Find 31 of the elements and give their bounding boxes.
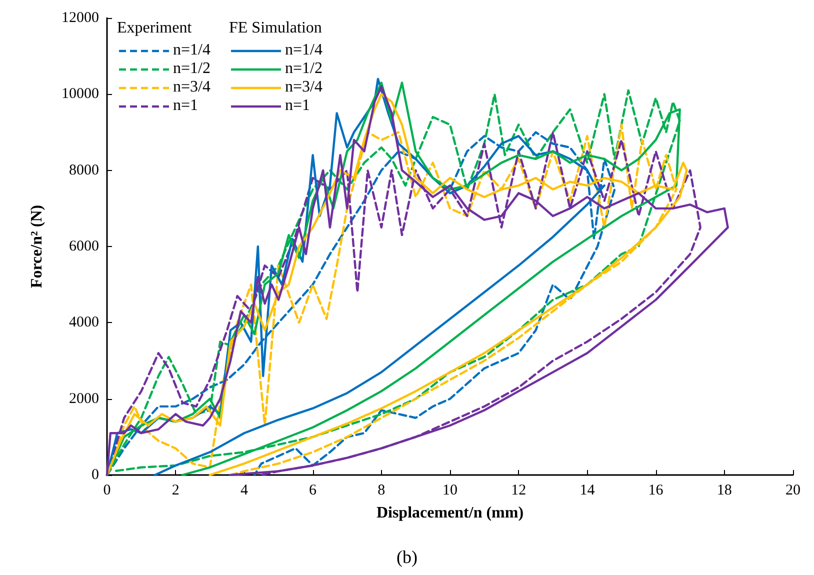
- annotation: Experiment: [117, 20, 192, 36]
- legend-label: n=1: [285, 97, 310, 114]
- legend-label: n=1/2: [285, 60, 322, 77]
- x-axis-title: Displacement/n (mm): [376, 504, 524, 522]
- y-tick-label: 8000: [69, 162, 99, 178]
- legend-label: n=1/4: [173, 42, 210, 58]
- x-tick-label: 14: [580, 482, 596, 498]
- y-tick-label: 0: [92, 467, 99, 483]
- legend-label: n=1/4: [285, 42, 322, 58]
- legend-label: n=3/4: [285, 78, 322, 96]
- y-tick-label: 12000: [62, 10, 99, 26]
- x-tick-label: 16: [648, 482, 664, 498]
- y-tick-label: 10000: [62, 86, 99, 102]
- legend-label: n=3/4: [173, 78, 210, 96]
- legend-label: n=1: [173, 97, 198, 114]
- x-tick-label: 6: [309, 482, 318, 498]
- x-tick-label: 12: [511, 482, 526, 498]
- y-axis-title: Force/n² (N): [28, 204, 46, 288]
- y-tick-label: 2000: [69, 390, 99, 407]
- text: (b): [396, 547, 418, 567]
- x-tick-label: 2: [172, 482, 180, 498]
- x-tick-label: 0: [103, 482, 111, 498]
- x-tick-label: 20: [786, 482, 800, 498]
- legend-label: n=1/2: [173, 60, 210, 77]
- x-tick-label: 8: [378, 482, 386, 498]
- x-tick-label: 10: [442, 482, 458, 498]
- y-tick-label: 6000: [69, 238, 99, 254]
- x-tick-label: 4: [240, 482, 248, 498]
- annotation: FE Simulation: [229, 20, 322, 36]
- y-tick-label: 4000: [69, 314, 99, 331]
- x-tick-label: 18: [716, 482, 732, 498]
